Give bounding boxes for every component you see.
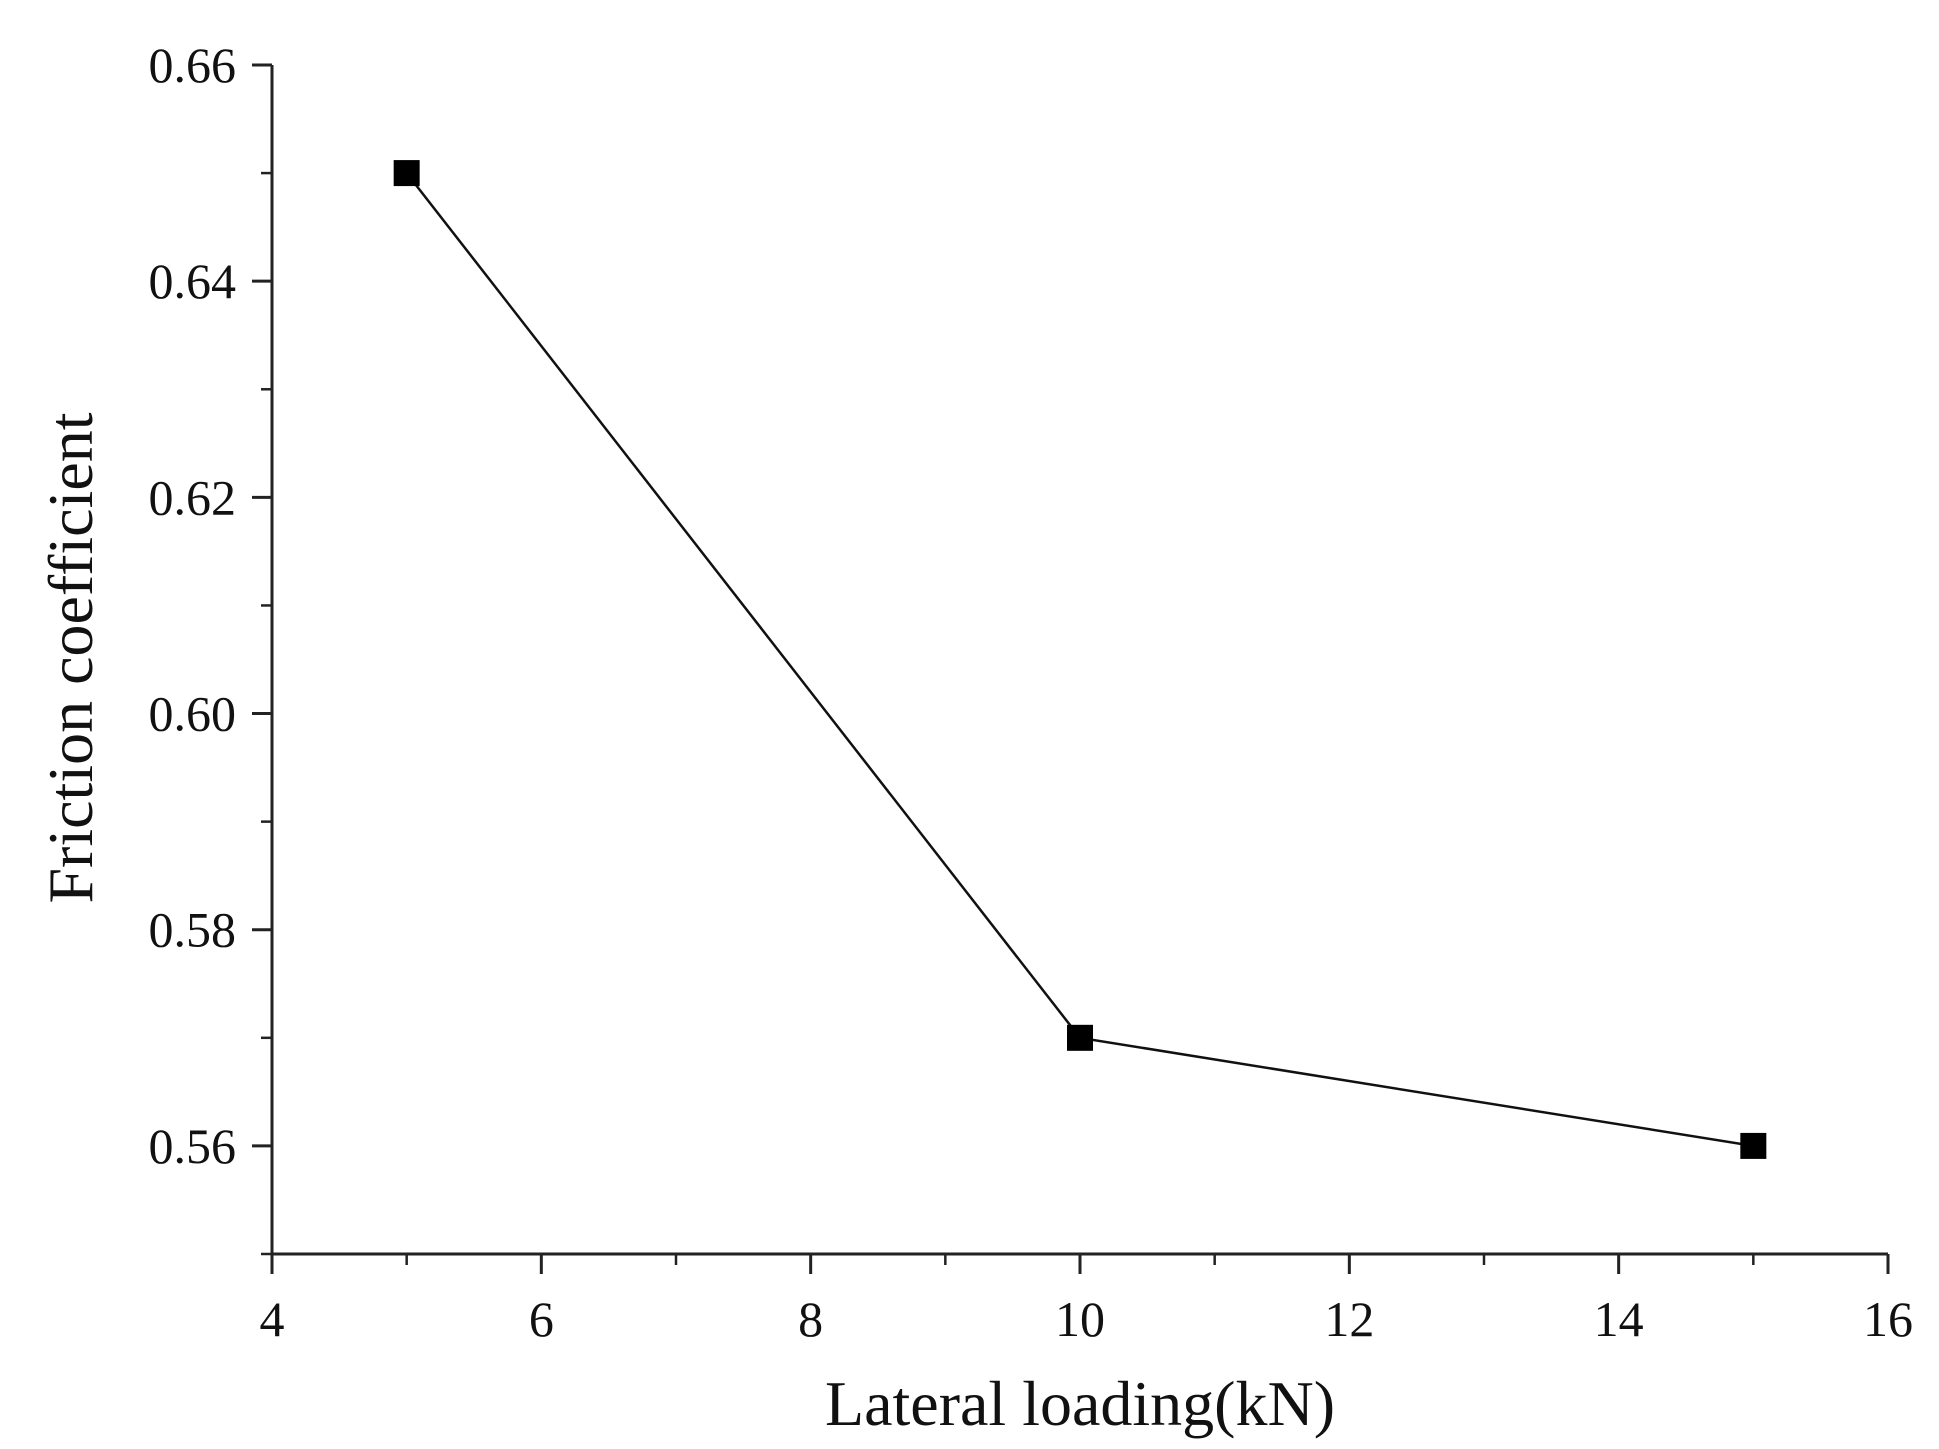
series bbox=[393, 160, 1767, 1159]
series-line bbox=[405, 172, 1754, 1148]
data-point-marker bbox=[1067, 1024, 1093, 1051]
y-tick-label: 0.66 bbox=[149, 37, 237, 93]
y-tick-label: 0.62 bbox=[149, 469, 237, 525]
x-tick-label: 6 bbox=[529, 1291, 554, 1347]
y-axis-title: Friction coefficient bbox=[35, 412, 106, 903]
x-tick-label: 10 bbox=[1055, 1291, 1105, 1347]
x-tick-label: 8 bbox=[798, 1291, 823, 1347]
y-tick-label: 0.64 bbox=[149, 253, 237, 309]
data-point-marker bbox=[1740, 1132, 1767, 1159]
y-tick-label: 0.60 bbox=[149, 686, 237, 742]
data-point-marker bbox=[393, 160, 420, 187]
x-axis-title: Lateral loading(kN) bbox=[825, 1368, 1335, 1439]
x-tick-label: 16 bbox=[1863, 1291, 1913, 1347]
y-tick-label: 0.56 bbox=[149, 1118, 237, 1174]
x-tick-label: 12 bbox=[1324, 1291, 1374, 1347]
axes bbox=[270, 65, 1888, 1256]
x-tick-label: 4 bbox=[260, 1291, 285, 1347]
y-tick-label: 0.58 bbox=[149, 902, 237, 958]
x-tick-label: 14 bbox=[1594, 1291, 1644, 1347]
ticks: 4 6 8 10 12 14 16 0.56 0.58 0.60 0.62 0.64 0.66 bbox=[149, 37, 1914, 1347]
